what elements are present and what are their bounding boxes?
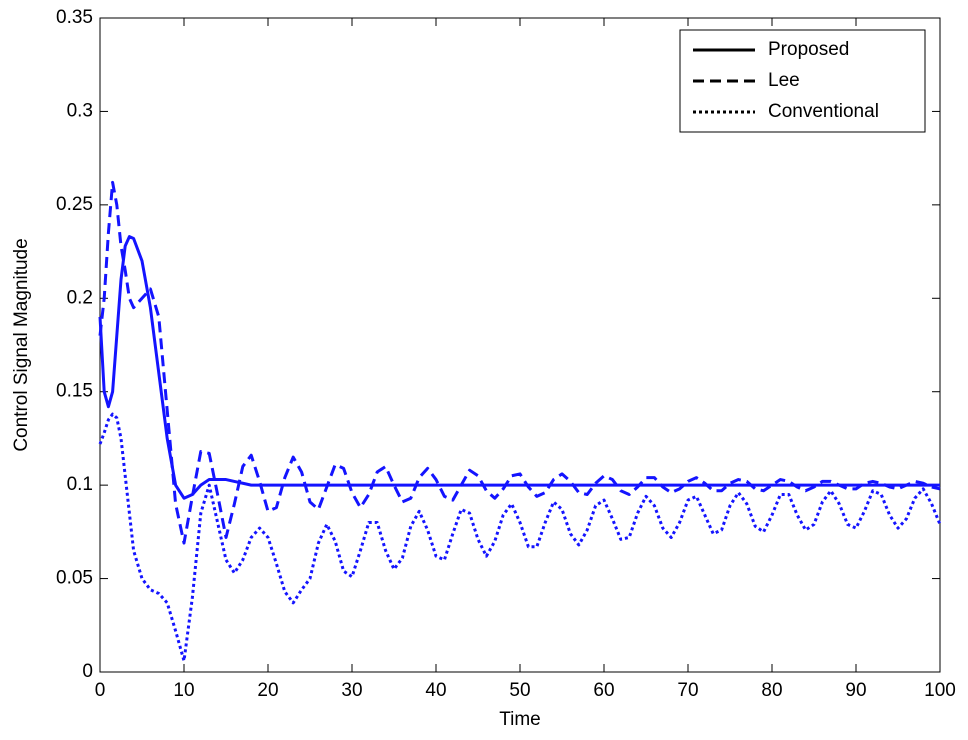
x-tick-label: 100 [924,680,956,701]
y-axis-label: Control Signal Magnitude [11,238,32,451]
x-tick-label: 30 [341,680,362,701]
x-tick-label: 70 [677,680,698,701]
x-tick-label: 10 [173,680,194,701]
x-tick-label: 60 [593,680,614,701]
x-tick-label: 40 [425,680,446,701]
y-tick-label: 0.15 [56,381,93,402]
y-tick-label: 0.2 [67,287,93,308]
series-line [98,180,941,545]
x-tick-label: 90 [845,680,866,701]
y-tick-label: 0.1 [67,474,93,495]
legend-label: Lee [768,70,800,91]
x-axis-label: Time [499,709,541,730]
y-tick-label: 0.35 [56,7,93,28]
y-tick-label: 0.3 [67,100,93,121]
x-tick-label: 50 [509,680,530,701]
legend-label: Proposed [768,39,849,60]
y-tick-label: 0 [82,661,93,682]
x-tick-label: 0 [95,680,106,701]
y-tick-label: 0.25 [56,194,93,215]
y-tick-label: 0.05 [56,568,93,589]
x-tick-label: 20 [257,680,278,701]
legend-label: Conventional [768,101,879,122]
x-tick-label: 80 [761,680,782,701]
series-line [98,412,942,663]
